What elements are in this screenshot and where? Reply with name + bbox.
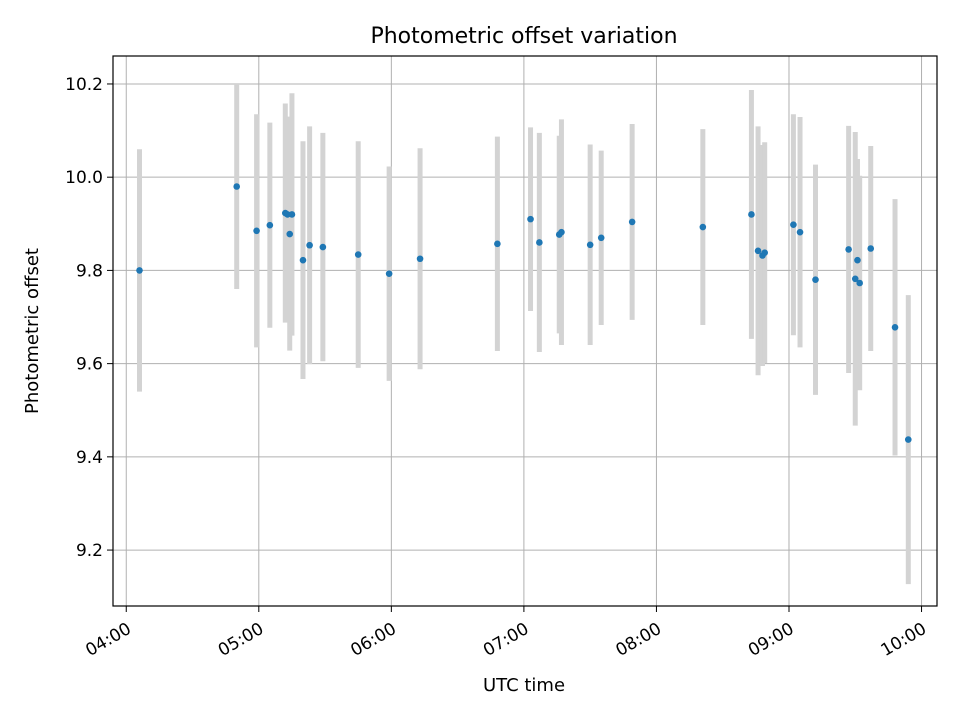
data-point — [904, 436, 912, 443]
data-point — [856, 279, 863, 287]
x-axis-ticks: 04:00 05:00 06:00 07:00 08:00 09:00 10:00 — [82, 606, 930, 661]
data-point — [527, 215, 534, 223]
data-point — [867, 245, 875, 252]
data-point — [385, 270, 393, 277]
x-tick-label: 07:00 — [480, 619, 532, 661]
y-tick-label: 9.4 — [76, 448, 103, 468]
x-tick-label: 05:00 — [215, 619, 267, 661]
data-point — [796, 228, 804, 236]
data-points — [136, 183, 912, 443]
data-point — [761, 249, 768, 256]
y-tick-label: 10.2 — [65, 75, 103, 95]
data-point — [536, 239, 543, 246]
data-point — [891, 323, 899, 331]
data-point — [266, 221, 274, 229]
data-point — [306, 241, 313, 249]
data-point — [851, 275, 859, 283]
data-point — [136, 267, 143, 274]
data-point — [754, 247, 762, 255]
data-point — [586, 241, 594, 249]
y-tick-label: 9.6 — [76, 355, 103, 375]
data-point — [319, 243, 327, 251]
data-point — [628, 218, 636, 226]
data-point — [845, 246, 852, 253]
x-tick-label: 04:00 — [82, 619, 134, 661]
x-tick-label: 08:00 — [613, 619, 665, 661]
data-point — [288, 211, 296, 218]
data-point — [286, 230, 294, 238]
data-point — [494, 240, 501, 248]
data-point — [253, 227, 260, 235]
data-point — [699, 223, 707, 231]
data-point — [748, 211, 755, 218]
x-tick-label: 06:00 — [347, 619, 399, 661]
y-axis-ticks: 9.2 9.4 9.6 9.8 10.0 10.2 — [65, 75, 113, 561]
x-axis-label: UTC time — [483, 675, 565, 696]
data-point — [812, 276, 819, 284]
data-point — [558, 228, 565, 236]
data-point — [790, 221, 797, 229]
plot-frame — [112, 55, 938, 607]
y-tick-label: 10.0 — [65, 168, 103, 188]
data-point — [854, 256, 861, 264]
y-tick-label: 9.2 — [76, 541, 103, 561]
chart-title: Photometric offset variation — [370, 24, 677, 49]
data-point — [354, 251, 362, 258]
y-tick-label: 9.8 — [76, 261, 103, 281]
data-point — [233, 183, 241, 190]
data-point — [416, 255, 424, 263]
x-tick-label: 09:00 — [745, 619, 797, 661]
y-axis-label: Photometric offset — [22, 248, 43, 414]
x-tick-label: 10:00 — [878, 619, 930, 661]
grid — [113, 56, 937, 606]
data-point — [597, 234, 605, 242]
data-point — [299, 256, 307, 264]
